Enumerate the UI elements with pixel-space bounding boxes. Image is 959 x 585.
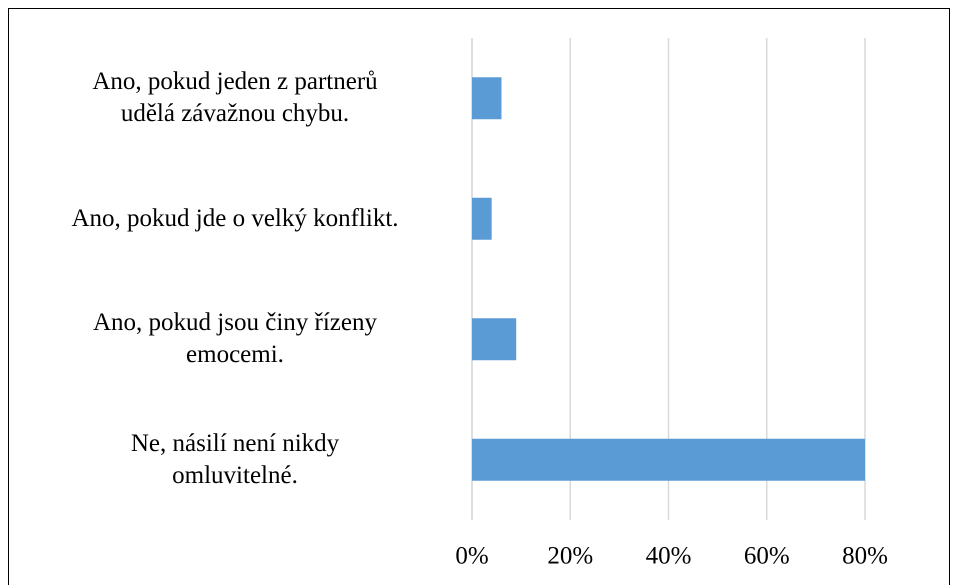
category-label: Ano, pokud jde o velký konflikt. bbox=[71, 204, 399, 232]
x-tick-label: 80% bbox=[842, 543, 888, 570]
bar bbox=[472, 318, 517, 361]
bar bbox=[472, 77, 502, 120]
bar bbox=[472, 438, 865, 481]
category-label: Ne, násilí není nikdy omluvitelné. bbox=[130, 429, 340, 489]
category-label: Ano, pokud jeden z partnerů udělá závažn… bbox=[92, 68, 378, 128]
x-tick-label: 40% bbox=[646, 543, 692, 570]
x-tick-label: 60% bbox=[744, 543, 790, 570]
category-label: Ano, pokud jsou činy řízeny emocemi. bbox=[93, 309, 377, 369]
bar bbox=[472, 197, 492, 240]
x-tick-label: 20% bbox=[547, 543, 593, 570]
x-tick-label: 0% bbox=[455, 543, 488, 570]
frame bbox=[8, 8, 950, 585]
